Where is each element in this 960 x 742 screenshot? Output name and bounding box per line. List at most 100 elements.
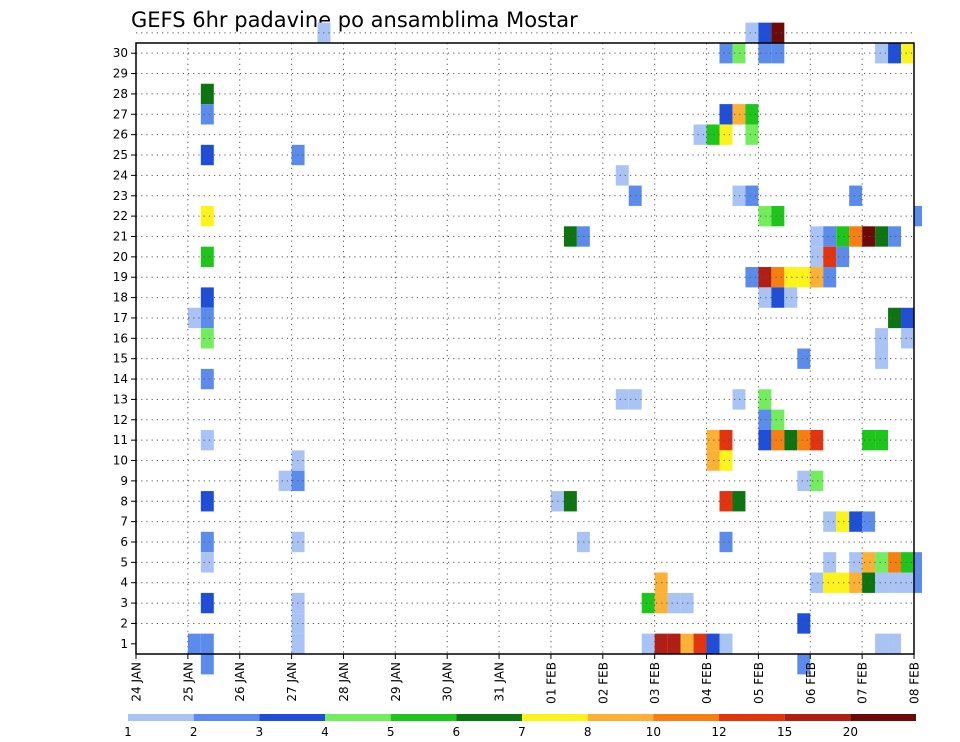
heatmap-cell: [901, 328, 914, 349]
y-tick-label: 4: [120, 576, 128, 590]
heatmap-cell: [745, 124, 759, 145]
heatmap-cell: [797, 429, 811, 451]
heatmap-cell: [875, 226, 889, 247]
heatmap-cell: [200, 552, 214, 573]
heatmap-cell: [200, 592, 214, 614]
colorbar-label: 20: [843, 725, 858, 739]
heatmap-cell: [797, 613, 811, 634]
x-tick-label: 07 FEB: [856, 662, 870, 704]
heatmap-cell: [200, 633, 214, 654]
colorbar-swatch: [193, 714, 260, 721]
y-tick-label: 1: [120, 637, 128, 651]
colorbar-label: 5: [387, 725, 395, 739]
heatmap-cell: [732, 185, 746, 206]
heatmap-cell: [641, 592, 655, 614]
heatmap-cell: [901, 307, 914, 329]
heatmap-cell: [901, 572, 914, 593]
heatmap-cell: [771, 43, 785, 64]
x-tick-label: 08 FEB: [908, 662, 922, 704]
colorbar-swatch: [390, 714, 457, 721]
y-tick-label: 9: [120, 474, 128, 488]
colorbar-label: 6: [453, 725, 461, 739]
y-tick-label: 6: [120, 535, 128, 549]
heatmap-cell: [719, 531, 733, 553]
heatmap-cell: [291, 633, 305, 654]
heatmap-cell: [706, 450, 720, 471]
x-tick-label: 28 JAN: [337, 662, 351, 702]
x-tick-label: 02 FEB: [596, 662, 610, 704]
heatmap-cell: [680, 592, 694, 614]
heatmap-cell: [758, 409, 772, 430]
colorbar-label: 10: [646, 725, 661, 739]
heatmap-cell: [810, 572, 824, 593]
heatmap-cell: [836, 572, 850, 593]
colorbar-label: 15: [777, 725, 792, 739]
heatmap-cell: [278, 470, 292, 492]
heatmap-cell: [719, 491, 733, 512]
y-tick-label: 17: [113, 311, 128, 325]
heatmap-cell: [732, 389, 746, 410]
heatmap-cell: [901, 43, 914, 64]
heatmap-cell: [200, 531, 214, 553]
y-tick-label: 5: [120, 555, 128, 569]
heatmap-cell: [888, 307, 902, 329]
y-tick-label: 26: [113, 128, 128, 142]
heatmap-cell: [797, 267, 811, 288]
heatmap-cell: [797, 470, 811, 492]
heatmap-cell: [732, 104, 746, 125]
heatmap-cell: [875, 43, 889, 64]
y-tick-label: 25: [113, 148, 128, 162]
heatmap-cell: [719, 104, 733, 125]
y-tick-label: 29: [113, 67, 128, 81]
heatmap-cell: [719, 43, 733, 64]
heatmap-cell: [810, 429, 824, 451]
y-tick-label: 12: [113, 413, 128, 427]
heatmap-cell: [200, 205, 214, 227]
colorbar: 1 2 3 4 5 6 7 8 10 12 15 20: [124, 714, 916, 739]
x-tick-label: 30 JAN: [441, 662, 455, 702]
heatmap-cell: [758, 429, 772, 451]
y-axis: 1234567891011121314151617181920212223242…: [113, 46, 136, 651]
heatmap-cell: [200, 287, 214, 308]
heatmap-cell: [200, 654, 214, 675]
heatmap-cell: [771, 22, 785, 43]
y-tick-label: 11: [113, 433, 128, 447]
heatmap-cell: [849, 185, 863, 206]
heatmap-cell: [771, 429, 785, 451]
colorbar-label: 12: [711, 725, 726, 739]
heatmap-cell: [810, 267, 824, 288]
colorbar-swatch: [784, 714, 851, 721]
heatmap-cell: [823, 572, 837, 593]
heatmap-cell: [200, 104, 214, 125]
x-tick-label: 05 FEB: [752, 662, 766, 704]
heatmap-cell: [200, 328, 214, 349]
y-tick-label: 27: [113, 107, 128, 121]
heatmap-cell: [719, 633, 733, 654]
heatmap-cell: [615, 165, 629, 186]
heatmap-cell: [732, 43, 746, 64]
heatmap-cell: [641, 633, 655, 654]
heatmap-cell: [654, 572, 668, 593]
heatmap-cell: [654, 592, 668, 614]
y-tick-label: 20: [113, 250, 128, 264]
heatmap-cell: [836, 511, 850, 532]
y-tick-label: 13: [113, 392, 128, 406]
heatmap-cell: [200, 246, 214, 268]
heatmap-cell: [563, 491, 577, 512]
heatmap-cell: [706, 124, 720, 145]
heatmap-cell: [875, 633, 889, 654]
y-tick-label: 19: [113, 270, 128, 284]
heatmap-cell: [862, 511, 876, 532]
heatmap-cell: [849, 552, 863, 573]
colorbar-label: 2: [190, 725, 198, 739]
colorbar-swatch: [325, 714, 391, 721]
colorbar-label: 4: [321, 725, 329, 739]
x-tick-label: 26 JAN: [233, 662, 247, 702]
heatmap-cell: [745, 104, 759, 125]
heatmap-cell: [693, 633, 707, 654]
colorbar-label: 8: [584, 725, 592, 739]
colorbar-swatch: [456, 714, 522, 721]
x-axis: 24 JAN 25 JAN 26 JAN 27 JAN 28 JAN 29 JAN 30 J…: [130, 654, 922, 704]
x-tick-label: 01 FEB: [544, 662, 558, 704]
heatmap-cell: [875, 572, 889, 593]
